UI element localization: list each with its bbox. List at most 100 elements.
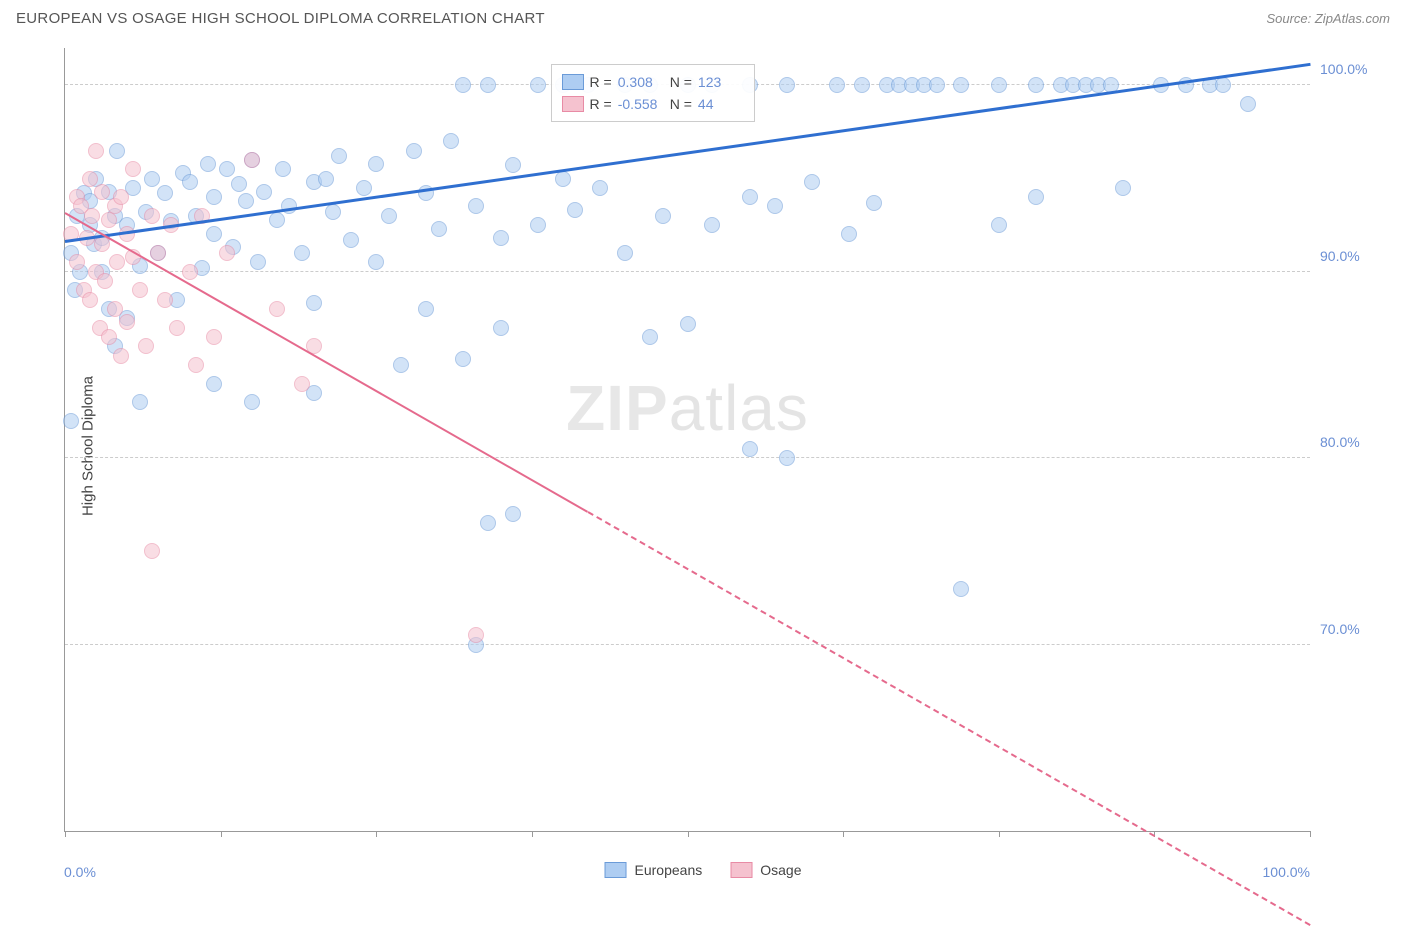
scatter-point — [406, 143, 422, 159]
scatter-point — [219, 245, 235, 261]
scatter-point — [356, 180, 372, 196]
stats-legend-row: R =-0.558N =44 — [562, 93, 744, 115]
scatter-point — [109, 254, 125, 270]
scatter-point — [219, 161, 235, 177]
stat-n-value: 123 — [698, 71, 744, 93]
scatter-point — [113, 348, 129, 364]
scatter-point — [567, 202, 583, 218]
scatter-point — [1028, 77, 1044, 93]
scatter-point — [132, 282, 148, 298]
y-tick-label: 80.0% — [1320, 434, 1360, 450]
scatter-point — [953, 581, 969, 597]
scatter-point — [294, 245, 310, 261]
scatter-point — [381, 208, 397, 224]
scatter-point — [493, 230, 509, 246]
scatter-point — [150, 245, 166, 261]
scatter-point — [617, 245, 633, 261]
legend-swatch — [562, 96, 584, 112]
chart-header: EUROPEAN VS OSAGE HIGH SCHOOL DIPLOMA CO… — [0, 0, 1406, 33]
stat-n-label: N = — [670, 71, 692, 93]
legend-item: Osage — [730, 862, 801, 878]
scatter-point — [680, 316, 696, 332]
scatter-point — [157, 185, 173, 201]
stat-r-label: R = — [590, 71, 612, 93]
stats-legend: R =0.308N =123R =-0.558N =44 — [551, 64, 755, 123]
x-axis-max-label: 100.0% — [1263, 864, 1310, 880]
y-tick-label: 100.0% — [1320, 61, 1367, 77]
scatter-point — [206, 376, 222, 392]
stat-r-label: R = — [590, 93, 612, 115]
scatter-point — [238, 193, 254, 209]
scatter-point — [144, 171, 160, 187]
gridline-horizontal — [65, 457, 1310, 458]
scatter-point — [480, 77, 496, 93]
scatter-point — [144, 208, 160, 224]
scatter-point — [418, 301, 434, 317]
legend-label: Osage — [760, 862, 801, 878]
x-tick — [999, 831, 1000, 837]
stat-r-value: 0.308 — [618, 71, 664, 93]
legend-bottom: Europeans Osage — [605, 862, 802, 878]
x-tick — [221, 831, 222, 837]
scatter-point — [991, 217, 1007, 233]
scatter-point — [468, 198, 484, 214]
scatter-point — [929, 77, 945, 93]
scatter-point — [343, 232, 359, 248]
chart-area: ZIPatlas 70.0%80.0%90.0%100.0%R =0.308N … — [50, 48, 1390, 842]
scatter-point — [82, 292, 98, 308]
scatter-point — [63, 413, 79, 429]
scatter-point — [182, 174, 198, 190]
scatter-point — [1240, 96, 1256, 112]
legend-label: Europeans — [635, 862, 703, 878]
scatter-point — [206, 189, 222, 205]
scatter-point — [244, 394, 260, 410]
scatter-point — [306, 295, 322, 311]
scatter-point — [866, 195, 882, 211]
scatter-point — [325, 204, 341, 220]
scatter-point — [132, 394, 148, 410]
scatter-point — [256, 184, 272, 200]
gridline-horizontal — [65, 271, 1310, 272]
scatter-point — [1115, 180, 1131, 196]
legend-swatch — [605, 862, 627, 878]
scatter-point — [188, 357, 204, 373]
scatter-point — [88, 143, 104, 159]
stat-r-value: -0.558 — [618, 93, 664, 115]
scatter-point — [854, 77, 870, 93]
scatter-point — [530, 217, 546, 233]
scatter-point — [138, 338, 154, 354]
scatter-point — [113, 189, 129, 205]
scatter-point — [157, 292, 173, 308]
scatter-point — [455, 351, 471, 367]
legend-item: Europeans — [605, 862, 703, 878]
scatter-point — [269, 301, 285, 317]
scatter-point — [804, 174, 820, 190]
scatter-point — [206, 226, 222, 242]
scatter-point — [84, 208, 100, 224]
scatter-point — [125, 161, 141, 177]
scatter-point — [244, 152, 260, 168]
stats-legend-row: R = 0.308 N = 123 — [562, 71, 744, 93]
scatter-point — [704, 217, 720, 233]
scatter-point — [480, 515, 496, 531]
x-tick — [532, 831, 533, 837]
watermark: ZIPatlas — [566, 371, 809, 445]
scatter-point — [431, 221, 447, 237]
scatter-point — [69, 254, 85, 270]
scatter-point — [767, 198, 783, 214]
scatter-point — [1028, 189, 1044, 205]
scatter-point — [231, 176, 247, 192]
scatter-point — [742, 189, 758, 205]
scatter-point — [250, 254, 266, 270]
x-axis-min-label: 0.0% — [64, 864, 96, 880]
scatter-point — [182, 264, 198, 280]
scatter-point — [82, 171, 98, 187]
scatter-point — [468, 627, 484, 643]
scatter-point — [592, 180, 608, 196]
scatter-point — [655, 208, 671, 224]
scatter-point — [101, 329, 117, 345]
scatter-point — [393, 357, 409, 373]
scatter-point — [991, 77, 1007, 93]
scatter-point — [368, 156, 384, 172]
scatter-point — [742, 441, 758, 457]
